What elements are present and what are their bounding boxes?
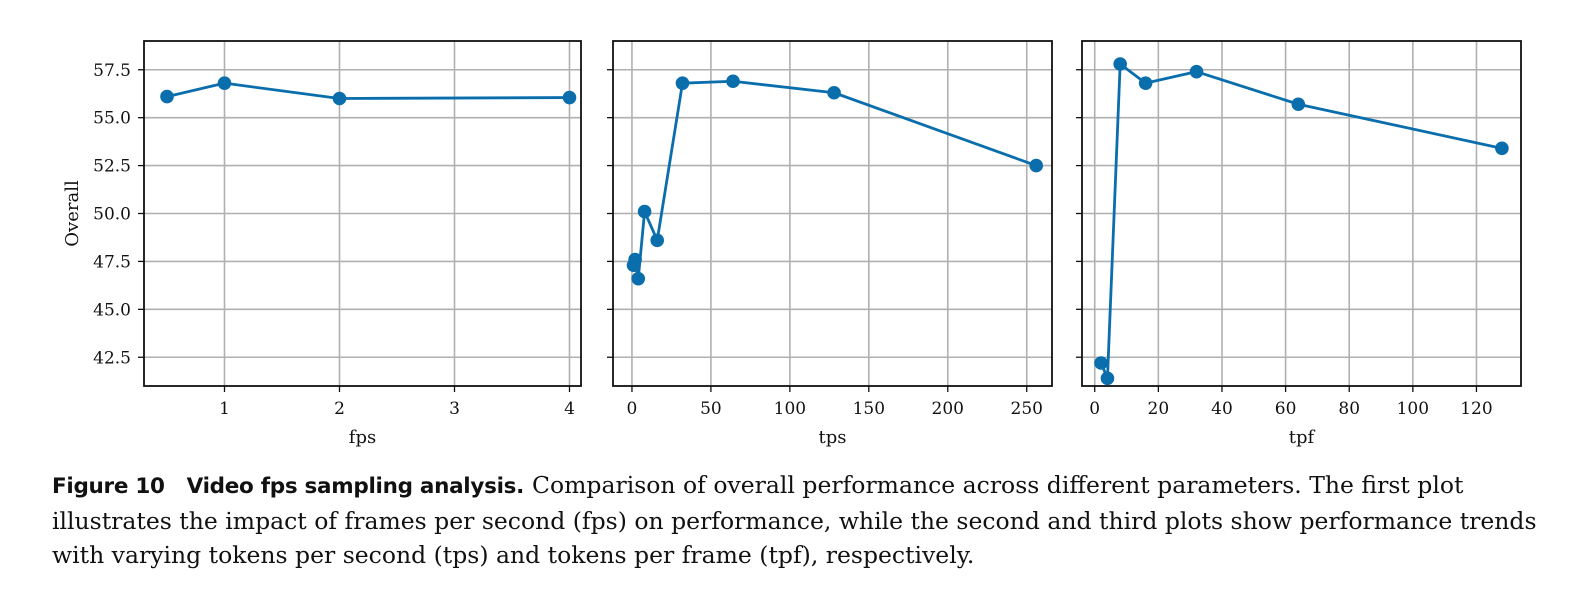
data-point xyxy=(1291,97,1306,112)
data-point xyxy=(1100,371,1115,386)
plot-frame xyxy=(1081,40,1522,387)
series-line xyxy=(166,81,570,100)
y-tick-label: 47.5 xyxy=(93,252,131,272)
data-point xyxy=(726,74,740,89)
x-tick-label: 4 xyxy=(564,399,575,419)
x-axis-label: tpf xyxy=(1289,427,1316,448)
x-axis-label: tps xyxy=(819,427,847,448)
y-tick-label: 50.0 xyxy=(93,205,131,225)
data-point xyxy=(827,85,841,100)
x-tick-label: 0 xyxy=(1089,399,1100,419)
x-tick-label: 250 xyxy=(1011,399,1043,419)
x-tick-label: 60 xyxy=(1275,399,1297,419)
data-point xyxy=(675,76,690,90)
data-point xyxy=(332,91,347,106)
figure-heading: Video fps sampling analysis. xyxy=(186,474,525,499)
data-point xyxy=(562,90,577,105)
x-tick-label: 0 xyxy=(627,399,638,419)
data-point xyxy=(1495,141,1509,156)
y-tick-label: 55.0 xyxy=(93,109,131,129)
data-point xyxy=(1029,158,1044,173)
data-point xyxy=(628,252,642,267)
plot-frame xyxy=(612,40,1053,387)
x-tick-label: 80 xyxy=(1338,399,1360,419)
x-tick-label: 150 xyxy=(853,399,885,419)
data-point xyxy=(650,233,665,248)
figure-caption: Figure 10 Video fps sampling analysis. Com… xyxy=(52,468,1538,572)
x-tick-label: 3 xyxy=(449,399,460,419)
chart-panel-1: 1 2 3 4 42.5 45.0 47.5 50.0 52.5 55.0 57.5 fps Overa… xyxy=(62,40,582,448)
x-tick-label: 2 xyxy=(334,399,345,419)
x-tick-label: 120 xyxy=(1460,399,1492,419)
data-point xyxy=(217,76,232,90)
data-point xyxy=(1189,64,1204,79)
data-point xyxy=(1138,76,1153,90)
data-point xyxy=(637,204,652,219)
y-tick-label: 52.5 xyxy=(93,157,131,177)
figure-label: Figure 10 xyxy=(52,474,165,499)
data-point xyxy=(631,271,646,286)
x-tick-label: 20 xyxy=(1148,399,1170,419)
y-tick-label: 45.0 xyxy=(93,300,131,320)
data-point xyxy=(1094,356,1108,370)
x-tick-label: 1 xyxy=(219,399,230,419)
x-tick-label: 40 xyxy=(1211,399,1233,419)
y-axis-label: Overall xyxy=(62,180,83,247)
x-tick-label: 100 xyxy=(774,399,806,419)
caption-text: Comparison of overall performance across… xyxy=(52,471,1537,569)
x-axis-label: fps xyxy=(349,427,376,448)
figure-charts: 1 2 3 4 42.5 45.0 47.5 50.0 52.5 55.0 57.5 fps Overa… xyxy=(62,40,1522,448)
x-tick-label: 50 xyxy=(700,399,722,419)
x-tick-label: 100 xyxy=(1397,399,1429,419)
y-tick-label: 42.5 xyxy=(93,348,131,368)
x-tick-label: 200 xyxy=(932,399,964,419)
chart-panel-2: 0 50 100 150 200 250 tps xyxy=(607,40,1053,448)
series-line xyxy=(1099,62,1503,380)
data-point xyxy=(160,89,174,104)
series-line xyxy=(632,79,1037,281)
plot-frame xyxy=(143,40,582,387)
chart-panel-3: 0 20 40 60 80 100 120 tpf xyxy=(1076,40,1522,448)
y-tick-label: 57.5 xyxy=(93,61,131,81)
data-point xyxy=(1113,57,1127,71)
